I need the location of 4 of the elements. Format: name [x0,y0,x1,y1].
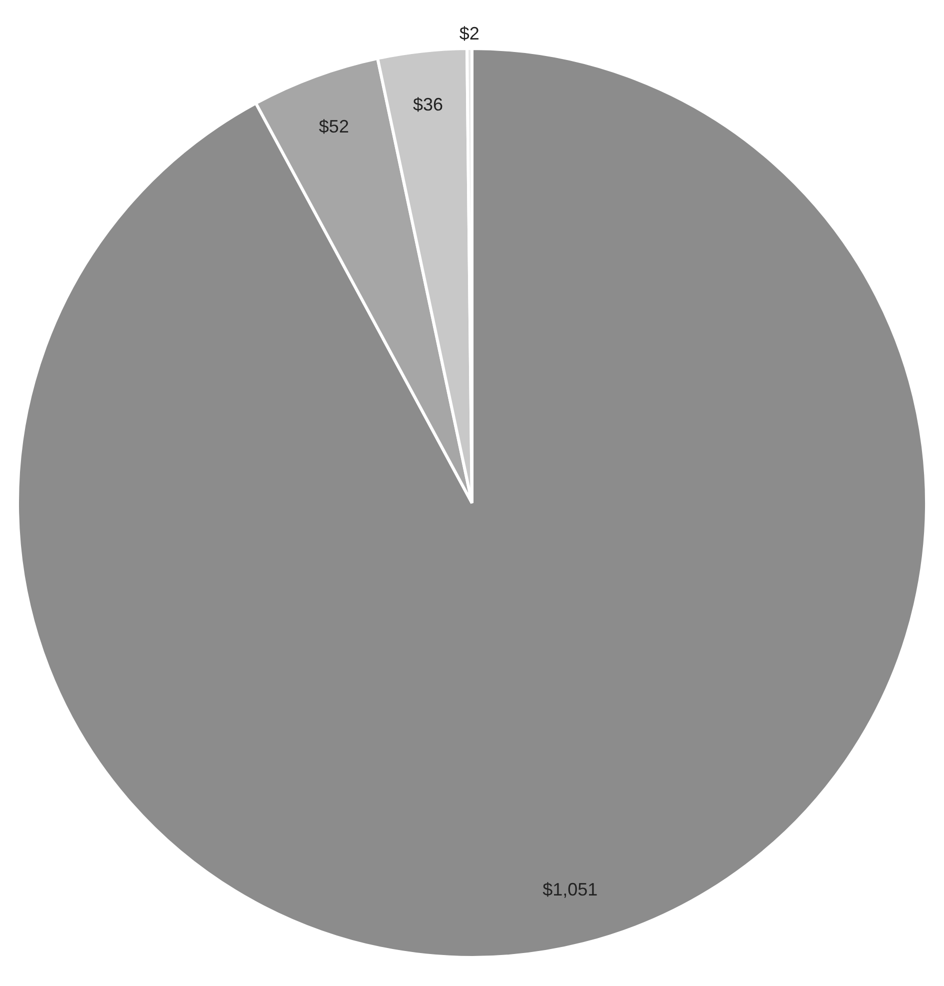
data-label: $1,051 [542,880,598,900]
data-label: $2 [459,23,480,44]
data-label: $36 [413,94,444,114]
data-label: $52 [318,116,349,137]
